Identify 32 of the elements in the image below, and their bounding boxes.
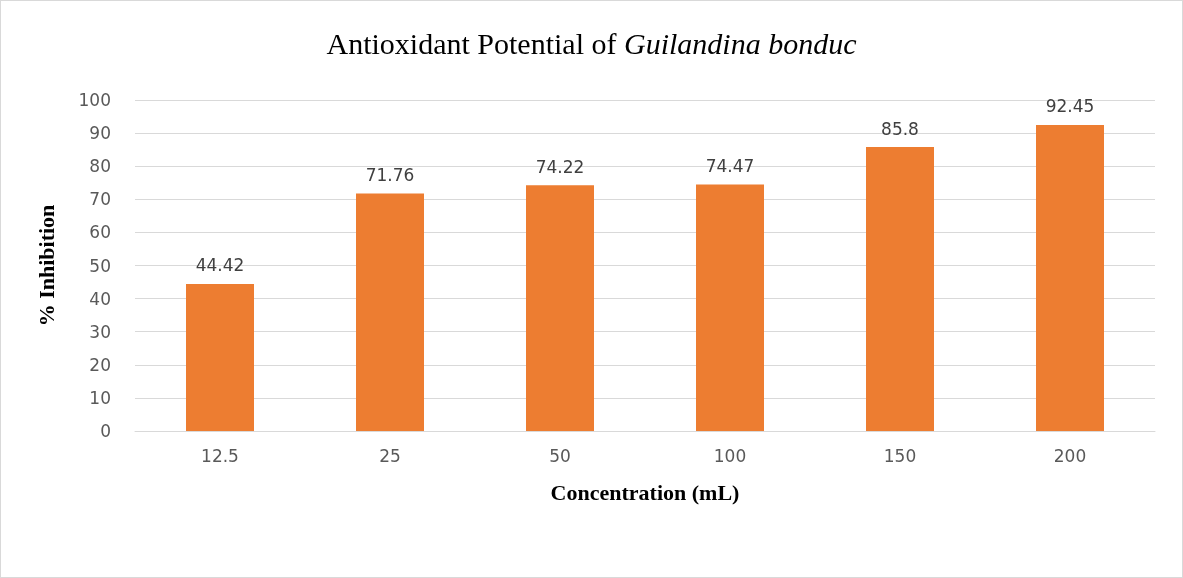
- data-label: 44.42: [195, 255, 245, 276]
- y-tick-label: 60: [89, 222, 111, 243]
- bar: [186, 283, 254, 431]
- bar: [356, 193, 424, 431]
- y-tick-label: 30: [89, 321, 111, 342]
- chart-title: Antioxidant Potential of Guilandina bonduc: [326, 26, 857, 60]
- x-tick-label: 100: [713, 445, 747, 466]
- y-tick-label: 100: [78, 90, 111, 110]
- data-label: 71.76: [365, 164, 415, 185]
- x-tick-label: 50: [549, 445, 571, 466]
- x-tick-label: 25: [379, 445, 401, 466]
- bar: [526, 185, 594, 431]
- y-axis-title: % Inhibition: [33, 204, 59, 327]
- bar: [1036, 124, 1104, 431]
- y-tick-label: 20: [89, 354, 111, 375]
- y-tick-label: 40: [89, 288, 111, 309]
- x-axis-title: Concentration (mL): [550, 479, 740, 505]
- y-tick-label: 80: [89, 156, 111, 177]
- y-tick-label: 90: [89, 123, 111, 144]
- bar: [696, 184, 764, 431]
- y-tick-label: 10: [89, 387, 111, 408]
- y-tick-label: 70: [89, 189, 111, 210]
- data-label: 85.8: [881, 118, 919, 139]
- x-tick-label: 200: [1053, 445, 1087, 466]
- x-tick-label: 12.5: [201, 445, 239, 466]
- y-tick-label: 0: [100, 421, 111, 441]
- data-label: 74.47: [705, 156, 755, 176]
- y-tick-label: 50: [89, 255, 111, 276]
- bar: [866, 147, 934, 431]
- data-label: 92.45: [1045, 96, 1095, 117]
- x-tick-label: 150: [883, 445, 917, 466]
- data-label: 74.22: [535, 156, 585, 177]
